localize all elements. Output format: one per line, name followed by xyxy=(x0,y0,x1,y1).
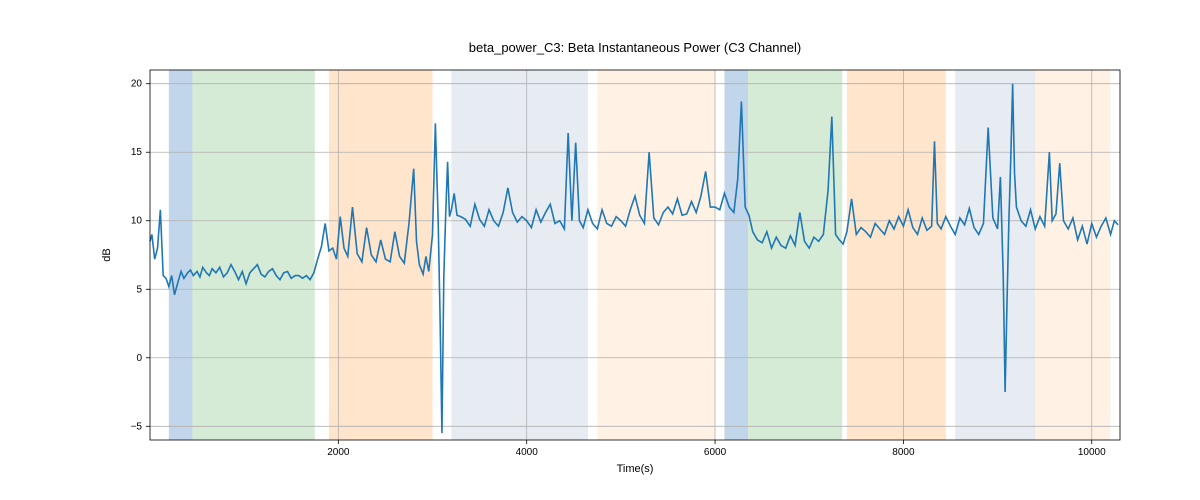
beta-power-chart: 2000 4000 6000 8000 10000 −5 0 5 10 15 20 Time(s) dB… xyxy=(0,0,1200,500)
band-8 xyxy=(955,70,1035,440)
x-tick-label: 6000 xyxy=(704,447,727,458)
x-tick-label: 4000 xyxy=(516,447,539,458)
chart-title: beta_power_C3: Beta Instantaneous Power … xyxy=(469,40,801,55)
band-2 xyxy=(329,70,433,440)
band-1 xyxy=(192,70,314,440)
y-tick-label: 5 xyxy=(136,284,142,295)
band-0 xyxy=(169,70,193,440)
y-axis-label: dB xyxy=(101,248,113,261)
y-tick-label: 10 xyxy=(131,216,143,227)
x-tick-label: 10000 xyxy=(1078,447,1106,458)
band-9 xyxy=(1035,70,1110,440)
band-4 xyxy=(597,70,715,440)
x-tick-label: 8000 xyxy=(892,447,915,458)
band-7 xyxy=(847,70,946,440)
y-tick-label: 0 xyxy=(136,353,142,364)
band-3 xyxy=(451,70,588,440)
band-5 xyxy=(724,70,748,440)
band-6 xyxy=(748,70,842,440)
y-tick-label: 15 xyxy=(131,147,143,158)
x-axis-label: Time(s) xyxy=(617,463,654,475)
y-tick-label: −5 xyxy=(131,421,143,432)
x-tick-label: 2000 xyxy=(327,447,350,458)
y-tick-label: 20 xyxy=(131,79,143,90)
